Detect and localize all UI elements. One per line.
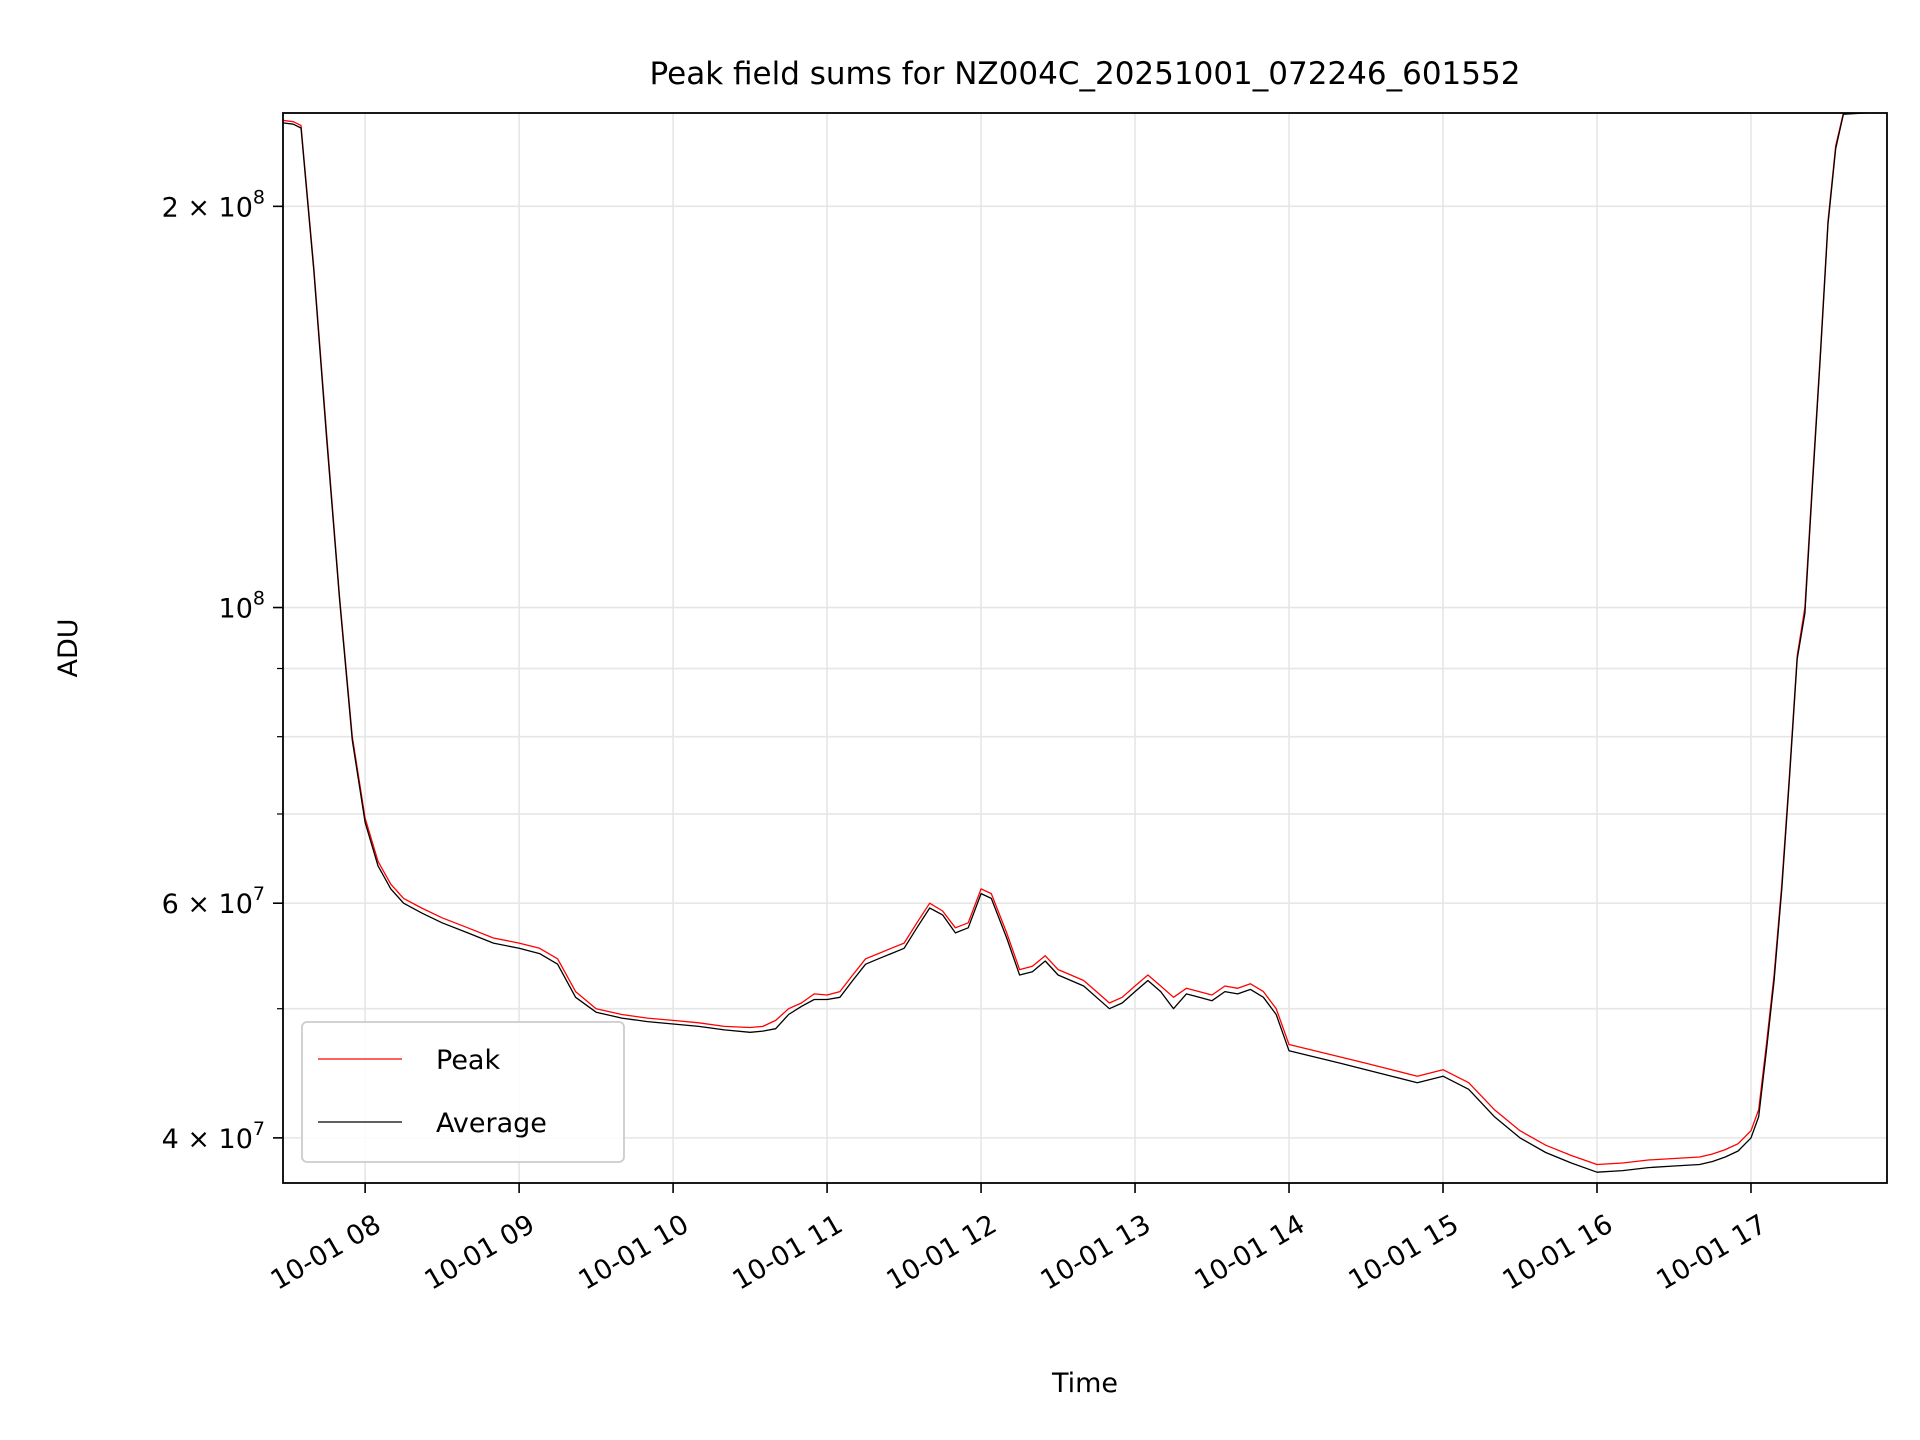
- y-tick-label: 4 × 107: [162, 1118, 265, 1155]
- legend: Peak Average: [301, 1021, 625, 1163]
- legend-box: [301, 1021, 625, 1163]
- x-axis-label: Time: [1051, 1368, 1118, 1399]
- plot-lines: [283, 113, 1878, 1173]
- y-tick-label: 2 × 108: [162, 186, 265, 223]
- legend-label-peak: Peak: [436, 1045, 500, 1076]
- legend-label-average: Average: [436, 1108, 547, 1139]
- y-axis-label: ADU: [53, 618, 84, 677]
- chart-title: Peak field sums for NZ004C_20251001_0722…: [650, 56, 1521, 92]
- grid: [283, 113, 1887, 1183]
- plot-frame: [282, 112, 1888, 1184]
- y-tick-label: 6 × 107: [162, 883, 265, 920]
- series-line-peak: [283, 113, 1855, 1166]
- y-tick-label: 108: [219, 588, 265, 625]
- series-line-average: [283, 113, 1878, 1173]
